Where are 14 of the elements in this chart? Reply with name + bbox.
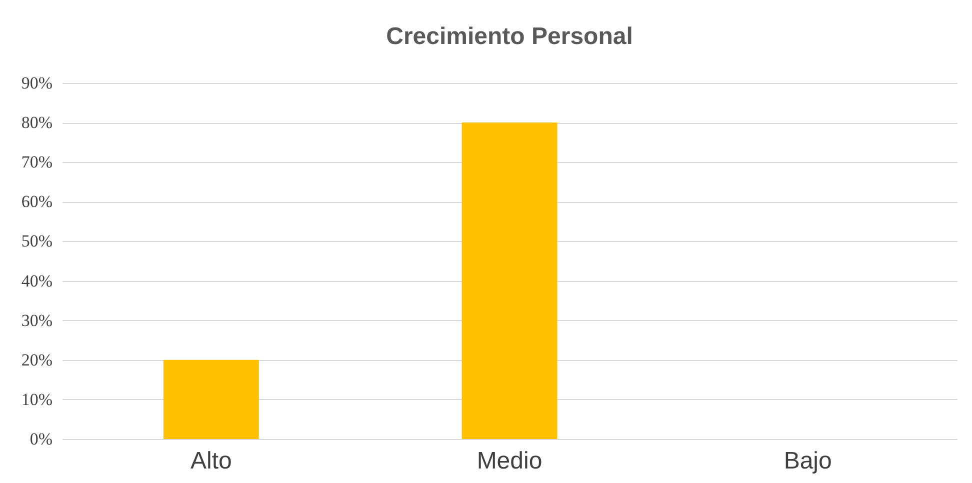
y-tick-label: 20% — [21, 350, 52, 370]
y-tick-label: 10% — [21, 390, 52, 409]
y-tick-label: 70% — [21, 152, 52, 172]
y-tick-label: 80% — [21, 113, 52, 132]
x-tick-label: Bajo — [784, 448, 832, 474]
y-tick-label: 30% — [21, 310, 52, 330]
y-tick-label: 50% — [21, 232, 52, 251]
x-tick-label: Alto — [190, 448, 232, 474]
y-tick-label: 0% — [30, 430, 52, 448]
y-tick-label: 60% — [21, 192, 52, 212]
chart-title: Crecimiento Personal — [386, 23, 633, 50]
x-tick-label: Medio — [476, 448, 542, 474]
y-tick-label: 90% — [21, 74, 52, 92]
y-tick-label: 40% — [21, 271, 52, 290]
